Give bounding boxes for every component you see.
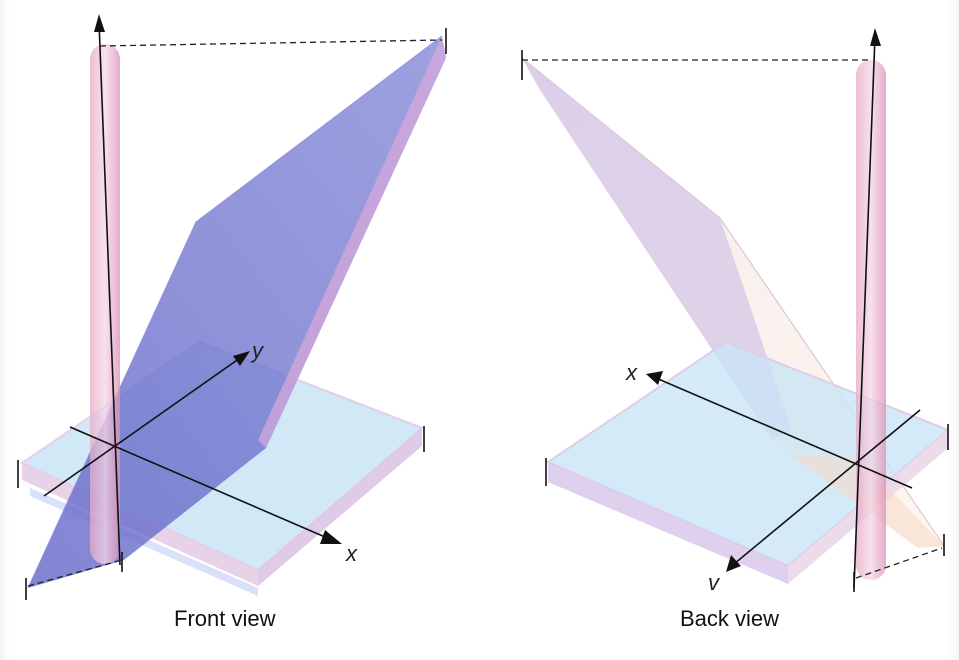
front-plane-outline: [27, 35, 443, 589]
back-vertical-axis: [853, 35, 876, 589]
front-vertical-rod: [90, 44, 120, 564]
front-top-dashed-line: [99, 39, 443, 47]
back-x-label: x: [625, 360, 638, 385]
front-plane-edge: [258, 36, 446, 448]
back-slab-front-edge: [548, 462, 788, 584]
front-x-label: x: [345, 541, 358, 566]
back-slab: [545, 340, 950, 584]
back-v-axis: [733, 409, 921, 565]
front-view: x y: [17, 14, 447, 600]
front-slab-right-edge: [258, 428, 422, 586]
front-view-caption: Front view: [174, 606, 276, 631]
front-x-arrowhead: [320, 530, 342, 544]
back-x-axis: [655, 377, 913, 489]
back-v-arrowhead: [726, 555, 741, 572]
back-projection-guides: [521, 50, 949, 592]
front-axes: x y: [43, 14, 358, 566]
back-vertical-arrowhead: [870, 28, 881, 46]
back-vertical-rod: [856, 60, 886, 580]
back-bottom-dashed-line: [855, 547, 943, 579]
back-view: x v: [521, 28, 950, 595]
front-vertical-axis: [98, 21, 121, 566]
front-y-arrowhead: [233, 351, 250, 366]
front-tilted-plane: [27, 35, 446, 589]
back-axes: x v: [625, 28, 921, 595]
front-y-axis: [43, 357, 241, 497]
front-vertical-arrowhead: [94, 14, 105, 32]
front-y-label: y: [250, 338, 265, 363]
back-view-caption: Back view: [680, 606, 780, 631]
front-plane-face: [28, 36, 446, 588]
front-projection-guides: [17, 28, 447, 600]
back-v-label: v: [708, 570, 721, 595]
front-bottom-dashed-line: [27, 559, 123, 587]
back-slab-top: [545, 340, 950, 568]
back-x-arrowhead: [646, 371, 663, 385]
front-x-axis: [69, 426, 333, 541]
